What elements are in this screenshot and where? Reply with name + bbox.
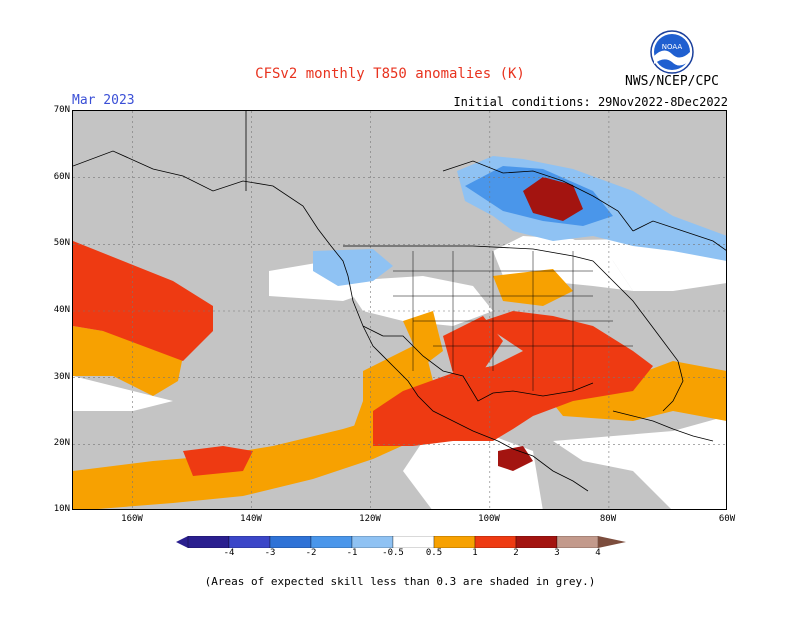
lat-label-30n: 30N [53,372,70,382]
lon-label-60w: 60W [718,514,736,524]
noaa-logo: NOAA [650,30,694,74]
initial-conditions: Initial conditions: 29Nov2022-8Dec2022 [453,95,728,109]
warm-anomalies-darkred [498,446,533,471]
forecast-month: Mar 2023 [72,93,135,108]
colorbar-arrow-low [176,536,188,548]
anomaly-map [72,110,727,510]
state-borders [393,251,633,391]
cold-anomalies [313,156,726,286]
coastlines [73,111,726,492]
svg-text:NOAA: NOAA [662,43,683,51]
lat-label-60n: 60N [53,172,70,182]
colorbar-label: -1 [346,548,358,558]
colorbar-swatch [269,536,312,548]
colorbar-arrow-high [598,536,626,548]
map-title: CFSv2 monthly T850 anomalies (K) [255,66,525,82]
colorbar-swatch [556,536,599,548]
colorbar-label: -0.5 [382,548,404,558]
colorbar-swatch [228,536,271,548]
colorbar-label: -4 [223,548,235,558]
skill-footnote: (Areas of expected skill less than 0.3 a… [204,575,596,588]
lon-label-120w: 120W [359,514,381,524]
lat-label-70n: 70N [53,105,70,115]
lon-label-140w: 140W [240,514,262,524]
colorbar-swatch [433,536,476,548]
colorbar-swatch [392,536,435,548]
lat-label-10n: 10N [53,504,70,514]
colorbar-label: 4 [595,548,601,558]
colorbar-label: 0.5 [425,548,443,558]
lat-label-20n: 20N [53,438,70,448]
colorbar-label: 2 [513,548,519,558]
colorbar-swatch [474,536,517,548]
lon-label-100w: 100W [478,514,500,524]
colorbar-swatch [310,536,353,548]
near-normal-areas [73,236,726,509]
colorbar-label: -3 [264,548,276,558]
lat-label-40n: 40N [53,305,70,315]
warm-anomalies-red [73,241,653,476]
lat-label-50n: 50N [53,238,70,248]
lon-label-80w: 80W [599,514,617,524]
colorbar-label: -2 [305,548,317,558]
colorbar-swatch [187,536,230,548]
colorbar-swatch [351,536,394,548]
graticule [73,111,726,509]
colorbar-swatch [515,536,558,548]
lon-label-160w: 160W [121,514,143,524]
colorbar [176,536,626,548]
colorbar-label: 1 [472,548,478,558]
colorbar-label: 3 [554,548,560,558]
agency-label: NWS/NCEP/CPC [625,74,719,89]
